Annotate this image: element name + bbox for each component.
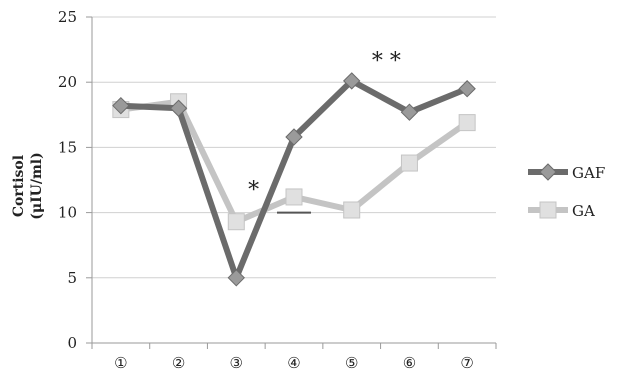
x-tick-label: ⑦ xyxy=(460,354,473,372)
data-point-gaf xyxy=(285,128,303,146)
significance-annotation: * xyxy=(248,178,259,203)
y-tick-labels: 0 5 10 15 20 25 xyxy=(58,8,77,352)
series-ga xyxy=(112,93,476,231)
data-point-gaf xyxy=(169,99,188,117)
y-axis-label-line2: (μIU/ml) xyxy=(29,152,45,220)
data-point-ga xyxy=(285,188,303,206)
x-tick-labels: ① ② ③ ④ ⑤ ⑥ ⑦ xyxy=(114,354,474,372)
legend-item-ga: GA xyxy=(528,201,595,220)
legend: GAF GA xyxy=(528,163,605,220)
x-tick-label: ① xyxy=(114,354,127,372)
annotations: * * * xyxy=(248,49,401,214)
x-tick-label: ⑤ xyxy=(345,354,358,372)
significance-annotation: * * xyxy=(372,49,401,74)
series-gaf xyxy=(112,72,476,287)
x-tick-label: ④ xyxy=(287,354,300,372)
data-point-gaf xyxy=(112,96,130,115)
data-point-gaf xyxy=(400,103,419,121)
legend-label: GAF xyxy=(572,164,605,182)
legend-label: GA xyxy=(572,202,595,220)
legend-item-gaf: GAF xyxy=(528,163,605,182)
data-point-gaf xyxy=(458,80,476,98)
gridlines xyxy=(92,16,496,279)
data-point-ga xyxy=(343,201,361,219)
y-tick-label: 20 xyxy=(58,73,77,91)
y-tick-label: 10 xyxy=(58,204,77,222)
legend-marker-gaf xyxy=(539,163,557,181)
x-tick-label: ② xyxy=(172,354,185,372)
y-tick-label: 25 xyxy=(58,8,77,26)
y-tick-label: 0 xyxy=(67,334,77,352)
legend-marker-ga xyxy=(539,201,557,219)
data-point-gaf xyxy=(227,269,245,287)
data-point-gaf xyxy=(343,72,361,90)
series-group xyxy=(112,72,476,287)
axes xyxy=(86,16,497,349)
x-tick-label: ③ xyxy=(230,354,243,372)
y-tick-label: 5 xyxy=(67,269,77,287)
data-point-ga xyxy=(227,213,245,231)
x-tick-label: ⑥ xyxy=(403,354,416,372)
y-axis-label-line1: Cortisol xyxy=(11,155,27,217)
data-point-ga xyxy=(458,114,476,132)
data-point-ga xyxy=(400,154,418,172)
y-tick-label: 15 xyxy=(58,138,77,156)
